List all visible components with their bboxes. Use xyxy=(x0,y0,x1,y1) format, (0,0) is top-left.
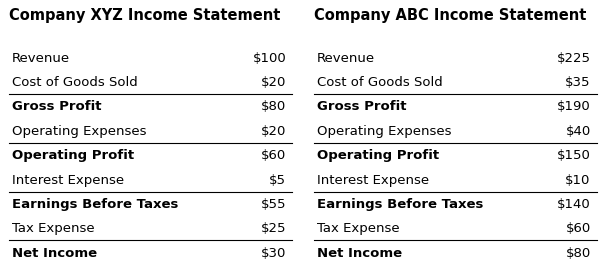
Text: $60: $60 xyxy=(566,222,591,235)
Text: Net Income: Net Income xyxy=(12,247,97,259)
Text: Gross Profit: Gross Profit xyxy=(317,100,406,113)
Text: $5: $5 xyxy=(269,174,286,186)
Text: $80: $80 xyxy=(261,100,286,113)
Text: Company ABC Income Statement: Company ABC Income Statement xyxy=(314,8,586,23)
Text: Interest Expense: Interest Expense xyxy=(12,174,124,186)
Text: $40: $40 xyxy=(566,125,591,138)
Text: Earnings Before Taxes: Earnings Before Taxes xyxy=(12,198,178,211)
Text: $150: $150 xyxy=(557,149,591,162)
Text: Earnings Before Taxes: Earnings Before Taxes xyxy=(317,198,483,211)
Text: Tax Expense: Tax Expense xyxy=(12,222,95,235)
Text: $225: $225 xyxy=(557,52,591,65)
Text: Interest Expense: Interest Expense xyxy=(317,174,429,186)
Text: $25: $25 xyxy=(261,222,286,235)
Text: Operating Profit: Operating Profit xyxy=(317,149,439,162)
Text: Operating Expenses: Operating Expenses xyxy=(317,125,451,138)
Text: Cost of Goods Sold: Cost of Goods Sold xyxy=(12,76,138,89)
Text: $190: $190 xyxy=(557,100,591,113)
Text: $80: $80 xyxy=(566,247,591,259)
Text: Operating Profit: Operating Profit xyxy=(12,149,135,162)
Text: $20: $20 xyxy=(261,76,286,89)
Text: Company XYZ Income Statement: Company XYZ Income Statement xyxy=(9,8,281,23)
Text: $55: $55 xyxy=(261,198,286,211)
Text: Net Income: Net Income xyxy=(317,247,402,259)
Text: Operating Expenses: Operating Expenses xyxy=(12,125,147,138)
Text: Tax Expense: Tax Expense xyxy=(317,222,400,235)
Text: $10: $10 xyxy=(565,174,591,186)
Text: Gross Profit: Gross Profit xyxy=(12,100,102,113)
Text: $60: $60 xyxy=(261,149,286,162)
Text: $30: $30 xyxy=(261,247,286,259)
Text: $20: $20 xyxy=(261,125,286,138)
Text: $140: $140 xyxy=(557,198,591,211)
Text: $35: $35 xyxy=(565,76,591,89)
Text: Revenue: Revenue xyxy=(12,52,70,65)
Text: Revenue: Revenue xyxy=(317,52,375,65)
Text: Cost of Goods Sold: Cost of Goods Sold xyxy=(317,76,442,89)
Text: $100: $100 xyxy=(253,52,286,65)
